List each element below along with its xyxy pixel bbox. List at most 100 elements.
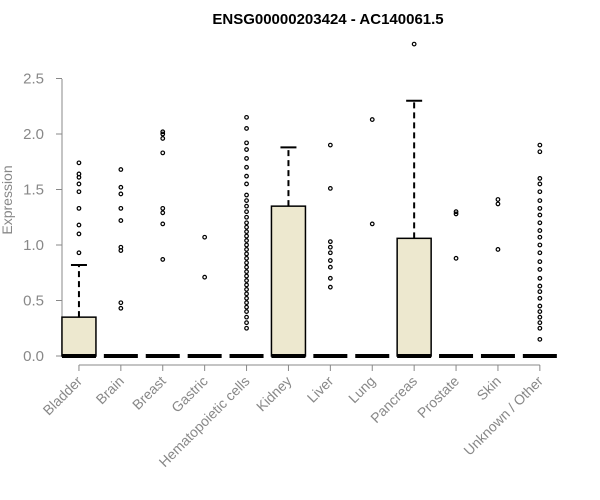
outlier-point	[537, 336, 543, 342]
outlier-point	[244, 238, 249, 243]
outlier-point	[118, 191, 124, 197]
outlier-point	[537, 309, 543, 315]
y-axis-label: Expression	[0, 165, 15, 234]
outlier-point	[537, 189, 543, 195]
outlier-point	[327, 275, 333, 281]
outlier-point	[369, 117, 375, 122]
outlier-point	[76, 222, 82, 228]
outlier-point	[244, 260, 249, 266]
outlier-point	[160, 221, 166, 227]
outlier-point	[537, 212, 543, 218]
outlier-point	[118, 205, 124, 211]
outlier-point	[244, 269, 249, 275]
outlier-point	[537, 220, 543, 226]
x-tick-label: Liver	[304, 373, 337, 406]
outlier-point	[244, 314, 249, 320]
outlier-point	[160, 205, 166, 211]
outlier-point	[244, 300, 249, 306]
box-breast	[145, 129, 180, 358]
outlier-point	[537, 228, 543, 233]
x-tick-label: Pancreas	[367, 373, 420, 426]
outlier-point	[76, 171, 82, 177]
outlier-point	[537, 175, 543, 181]
outlier-point	[453, 255, 459, 261]
outlier-point	[244, 140, 249, 146]
outlier-point	[244, 273, 249, 279]
outlier-point	[453, 209, 459, 215]
outlier-point	[244, 264, 249, 270]
outlier-point	[244, 156, 249, 161]
x-tick-label: Bladder	[40, 373, 86, 419]
outlier-point	[244, 304, 249, 310]
outlier-point	[453, 211, 459, 217]
outlier-point	[118, 184, 124, 190]
box-prostate	[439, 209, 474, 358]
x-tick-label: Skin	[474, 373, 505, 404]
x-tick-label: Lung	[345, 373, 378, 406]
outlier-point	[537, 142, 543, 148]
outlier-point	[537, 303, 543, 309]
x-tick-label: Breast	[129, 373, 169, 413]
outlier-point	[327, 264, 333, 270]
y-tick-label: 0.5	[23, 293, 44, 310]
box-body	[396, 237, 432, 357]
outlier-point	[244, 214, 249, 220]
x-tick-label: Unknown / Other	[460, 373, 546, 459]
outlier-point	[327, 250, 333, 256]
outlier-point	[244, 320, 249, 326]
outlier-point	[244, 192, 249, 198]
outlier-point	[537, 275, 543, 281]
outlier-point	[76, 205, 82, 211]
outlier-point	[160, 131, 166, 137]
outlier-point	[160, 129, 166, 135]
box-body	[61, 316, 97, 357]
outlier-point	[244, 242, 249, 248]
outlier-point	[118, 244, 124, 250]
outlier-point	[244, 287, 249, 292]
outlier-point	[244, 173, 249, 179]
outlier-point	[537, 234, 543, 240]
outlier-point	[76, 189, 82, 195]
outlier-point	[118, 218, 124, 223]
outlier-point	[537, 325, 543, 331]
outlier-point	[327, 239, 333, 245]
box-liver	[313, 142, 348, 358]
outlier-point	[244, 229, 249, 235]
outlier-point	[244, 295, 249, 301]
outlier-point	[76, 181, 82, 187]
outlier-point	[160, 136, 166, 141]
outlier-point	[327, 258, 333, 263]
box-bladder	[61, 160, 97, 358]
box-kidney	[270, 146, 307, 358]
outlier-point	[244, 278, 249, 283]
box-body	[270, 205, 307, 357]
y-tick-label: 0.0	[23, 348, 44, 365]
y-tick-label: 1.5	[23, 182, 44, 199]
outlier-point	[537, 314, 543, 320]
box-brain	[103, 167, 138, 358]
outlier-point	[537, 250, 543, 256]
outlier-point	[244, 114, 249, 120]
box-hematopoietic-cells	[229, 114, 264, 358]
outlier-point	[537, 295, 543, 301]
outlier-point	[244, 233, 249, 239]
outlier-point	[244, 203, 249, 209]
outlier-point	[202, 234, 208, 240]
outlier-point	[244, 251, 249, 257]
outlier-point	[244, 309, 249, 315]
outlier-point	[537, 181, 543, 187]
boxplot-series	[61, 41, 557, 358]
box-unknown-other	[522, 142, 557, 358]
outlier-point	[327, 185, 333, 191]
outlier-point	[244, 181, 249, 187]
outlier-point	[327, 142, 333, 148]
outlier-point	[118, 167, 124, 172]
outlier-point	[495, 201, 501, 207]
outlier-point	[244, 164, 249, 170]
outlier-point	[537, 198, 543, 204]
outlier-point	[327, 244, 333, 250]
outlier-point	[327, 284, 333, 290]
outlier-point	[537, 267, 543, 272]
outlier-point	[537, 283, 543, 289]
